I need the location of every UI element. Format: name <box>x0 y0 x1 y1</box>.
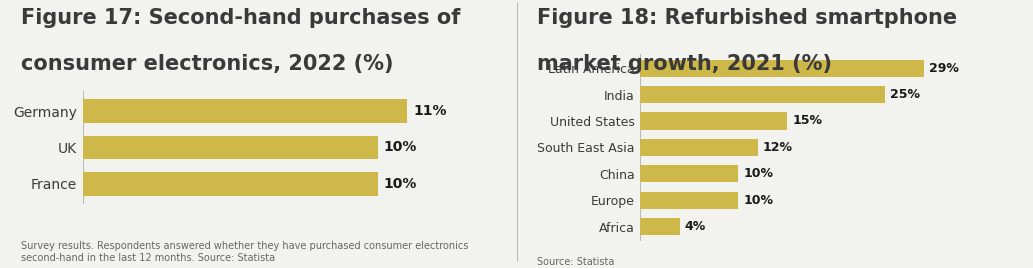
Text: 25%: 25% <box>890 88 920 101</box>
Text: 29%: 29% <box>929 62 959 75</box>
Text: 15%: 15% <box>792 114 822 128</box>
Text: 10%: 10% <box>383 140 417 154</box>
Text: consumer electronics, 2022 (%): consumer electronics, 2022 (%) <box>21 54 394 74</box>
Bar <box>83 136 378 159</box>
Text: 10%: 10% <box>743 194 774 207</box>
Text: Survey results. Respondents answered whether they have purchased consumer electr: Survey results. Respondents answered whe… <box>21 241 468 263</box>
Bar <box>640 112 787 129</box>
Text: Figure 18: Refurbished smartphone: Figure 18: Refurbished smartphone <box>537 8 958 28</box>
Text: Source: Statista: Source: Statista <box>537 257 615 267</box>
Text: 10%: 10% <box>743 167 774 180</box>
Bar <box>640 218 680 235</box>
Bar <box>640 86 885 103</box>
Text: 10%: 10% <box>383 177 417 191</box>
Bar <box>83 172 378 196</box>
Text: 12%: 12% <box>762 141 792 154</box>
Bar <box>640 139 758 156</box>
Text: Figure 17: Second-hand purchases of: Figure 17: Second-hand purchases of <box>21 8 460 28</box>
Bar <box>640 165 739 183</box>
Bar <box>640 192 739 209</box>
Bar <box>83 99 407 123</box>
Bar <box>640 59 925 77</box>
Text: market growth, 2021 (%): market growth, 2021 (%) <box>537 54 833 74</box>
Text: 4%: 4% <box>685 220 706 233</box>
Text: 11%: 11% <box>413 104 446 118</box>
